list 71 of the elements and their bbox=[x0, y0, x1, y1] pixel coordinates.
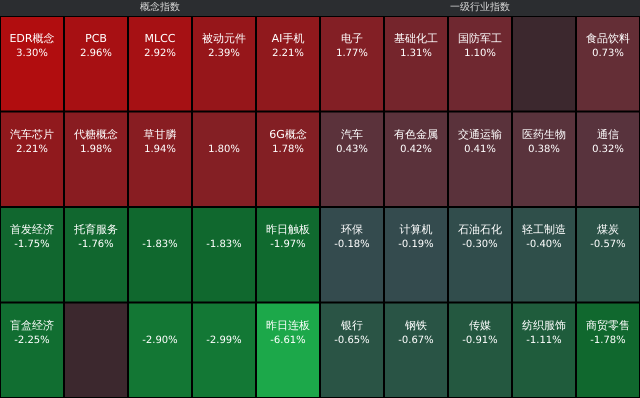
data-label: -0.67% bbox=[397, 334, 435, 348]
data-label: -1.78% bbox=[589, 334, 627, 348]
data-label: 2.21% bbox=[15, 142, 49, 156]
data-label: -1.76% bbox=[77, 238, 115, 252]
data-label: -6.61% bbox=[269, 334, 307, 348]
category-label: 基础化工 bbox=[393, 32, 439, 46]
category-label: 被动元件 bbox=[201, 32, 247, 46]
category-label: AI手机 bbox=[270, 32, 306, 46]
data-label: -1.97% bbox=[269, 238, 307, 252]
data-label: 0.42% bbox=[399, 142, 433, 156]
category-label: 首发经济 bbox=[9, 223, 55, 237]
data-label: 0.43% bbox=[335, 142, 369, 156]
category-label: 石油石化 bbox=[457, 223, 503, 237]
data-label: 1.10% bbox=[463, 47, 497, 61]
category-label: 汽车 bbox=[340, 128, 364, 142]
category-label: 钢铁 bbox=[404, 318, 428, 332]
category-label: 商贸零售 bbox=[585, 318, 631, 332]
data-label: -0.91% bbox=[461, 334, 499, 348]
data-label: 1.94% bbox=[143, 142, 177, 156]
data-label: 0.32% bbox=[591, 142, 625, 156]
data-label: -0.18% bbox=[333, 238, 371, 252]
category-label: 国防军工 bbox=[457, 32, 503, 46]
category-label: 传媒 bbox=[468, 318, 492, 332]
category-label: 轻工制造 bbox=[521, 223, 567, 237]
category-label: 通信 bbox=[596, 128, 620, 142]
data-label: -1.11% bbox=[525, 334, 563, 348]
category-label: PCB bbox=[84, 32, 108, 46]
category-label: 草甘膦 bbox=[142, 128, 178, 142]
data-label: 2.92% bbox=[143, 47, 177, 61]
category-label: 环保 bbox=[340, 223, 364, 237]
category-label: 汽车芯片 bbox=[9, 128, 55, 142]
data-label: -1.75% bbox=[13, 238, 51, 252]
data-label: -0.30% bbox=[461, 238, 499, 252]
data-label: 2.39% bbox=[207, 47, 241, 61]
data-label: -0.57% bbox=[589, 238, 627, 252]
data-label: -2.99% bbox=[205, 334, 243, 348]
data-label: 1.77% bbox=[335, 47, 369, 61]
data-label: 1.78% bbox=[271, 142, 305, 156]
category-label: 食品饮料 bbox=[585, 32, 631, 46]
data-label: 2.21% bbox=[271, 47, 305, 61]
category-label: 计算机 bbox=[398, 223, 434, 237]
data-label: 3.30% bbox=[15, 47, 49, 61]
data-label: 2.96% bbox=[79, 47, 113, 61]
data-label: -0.40% bbox=[525, 238, 563, 252]
category-label: 6G概念 bbox=[268, 128, 308, 142]
data-label: 0.41% bbox=[463, 142, 497, 156]
category-label: MLCC bbox=[144, 32, 176, 46]
category-label: 交通运输 bbox=[457, 128, 503, 142]
data-label: -1.83% bbox=[141, 238, 179, 252]
data-label: 1.80% bbox=[207, 142, 241, 156]
category-label: EDR概念 bbox=[8, 32, 56, 46]
category-label: 银行 bbox=[340, 318, 364, 332]
category-label: 盲盒经济 bbox=[9, 318, 55, 332]
category-label: 代糖概念 bbox=[73, 128, 119, 142]
category-label: 电子 bbox=[340, 32, 364, 46]
data-label: -1.83% bbox=[205, 238, 243, 252]
data-label: 1.98% bbox=[79, 142, 113, 156]
data-label: -2.90% bbox=[141, 334, 179, 348]
category-label: 昨日触板 bbox=[265, 223, 311, 237]
category-label: 有色金属 bbox=[393, 128, 439, 142]
category-label: 昨日连板 bbox=[265, 318, 311, 332]
data-label: -0.65% bbox=[333, 334, 371, 348]
category-label: 煤炭 bbox=[596, 223, 620, 237]
data-label: 0.38% bbox=[527, 142, 561, 156]
data-label: 1.31% bbox=[399, 47, 433, 61]
category-label: 医药生物 bbox=[521, 128, 567, 142]
category-label: 纺织服饰 bbox=[521, 318, 567, 332]
data-label: -0.19% bbox=[397, 238, 435, 252]
data-label: -2.25% bbox=[13, 334, 51, 348]
data-label: 0.73% bbox=[591, 47, 625, 61]
category-label: 托育服务 bbox=[73, 223, 119, 237]
